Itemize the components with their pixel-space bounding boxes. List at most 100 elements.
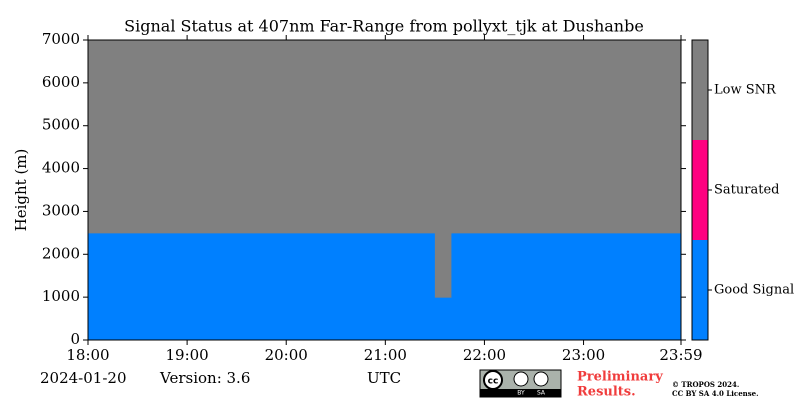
heatmap-cell — [434, 275, 452, 298]
heatmap-cell — [583, 211, 618, 234]
heatmap-cell — [88, 318, 122, 341]
heatmap-cell — [121, 211, 155, 234]
heatmap-cell — [121, 40, 155, 62]
heatmap-cell — [352, 61, 386, 84]
y-tick-label: 6000 — [42, 73, 80, 91]
heatmap-cell — [550, 147, 585, 170]
heatmap-cell — [484, 104, 518, 127]
x-tick-label: 22:00 — [463, 346, 506, 364]
heatmap-cell — [154, 318, 188, 341]
x-axis-label: UTC — [367, 369, 401, 387]
x-tick-label: 20:00 — [265, 346, 308, 364]
heatmap-cell — [550, 254, 585, 277]
heatmap-cell — [434, 168, 452, 191]
heatmap-cell — [220, 190, 254, 212]
heatmap-cell — [434, 297, 452, 320]
heatmap-cell — [319, 147, 353, 170]
y-axis-label: Height (m) — [12, 149, 30, 232]
heatmap-cell — [154, 61, 188, 84]
heatmap-cell — [649, 254, 682, 277]
x-tick-label: 23:59 — [659, 346, 702, 364]
heatmap-cell — [649, 82, 682, 105]
heatmap-cell — [352, 297, 386, 320]
heatmap-cell — [649, 104, 682, 127]
badge-sa: SA — [537, 390, 546, 397]
heatmap-cell — [418, 125, 436, 148]
heatmap-cell — [154, 40, 188, 62]
heatmap-cell — [121, 168, 155, 191]
y-tick-label: 1000 — [42, 287, 80, 305]
y-tick-label: 7000 — [42, 30, 80, 48]
heatmap-cell — [418, 82, 436, 105]
heatmap-cell — [187, 147, 221, 170]
heatmap-cell — [319, 275, 353, 298]
y-tick-label: 0 — [70, 330, 80, 348]
heatmap-cell — [154, 254, 188, 277]
chart-title: Signal Status at 407nm Far-Range from po… — [124, 17, 644, 36]
heatmap-cell — [319, 61, 353, 84]
heatmap-cell — [649, 275, 682, 298]
heatmap-cell — [484, 40, 518, 62]
heatmap-cell — [418, 190, 436, 212]
heatmap-cell — [88, 61, 122, 84]
heatmap-cell — [451, 82, 485, 105]
colorbar-segment — [692, 240, 708, 340]
heatmap-cell — [550, 232, 585, 255]
heatmap-cell — [451, 125, 485, 148]
heatmap-cell — [187, 232, 221, 255]
heatmap-cell — [319, 297, 353, 320]
heatmap-cell — [253, 61, 287, 84]
heatmap-cell — [484, 318, 518, 341]
heatmap-cell — [550, 125, 585, 148]
heatmap-cell — [187, 104, 221, 127]
heatmap-cell — [121, 275, 155, 298]
heatmap-cell — [154, 275, 188, 298]
y-tick-label: 5000 — [42, 116, 80, 134]
heatmap-cell — [286, 40, 320, 62]
y-tick-label: 4000 — [42, 159, 80, 177]
heatmap-cell — [121, 147, 155, 170]
heatmap-cell — [484, 82, 518, 105]
heatmap-cell — [517, 147, 552, 170]
heatmap-cell — [385, 40, 419, 62]
heatmap-cell — [286, 190, 320, 212]
heatmap-cell — [253, 104, 287, 127]
heatmap-cell — [154, 297, 188, 320]
heatmap-cell — [385, 104, 419, 127]
heatmap-cell — [319, 190, 353, 212]
heatmap-cell — [616, 275, 651, 298]
heatmap-cell — [583, 318, 618, 341]
heatmap-cell — [484, 190, 518, 212]
heatmap-cell — [517, 318, 552, 341]
heatmap-cell — [550, 211, 585, 234]
y-tick-label: 3000 — [42, 201, 80, 219]
heatmap-cell — [583, 168, 618, 191]
colorbar-label: Good Signal — [714, 283, 794, 298]
heatmap-cell — [517, 232, 552, 255]
heatmap-cell — [385, 125, 419, 148]
heatmap-cell — [385, 254, 419, 277]
heatmap-cell — [253, 82, 287, 105]
heatmap-cell — [517, 275, 552, 298]
heatmap-cell — [88, 40, 122, 62]
colorbar-label: Low SNR — [714, 83, 777, 98]
heatmap-cell — [649, 297, 682, 320]
heatmap-cell — [616, 297, 651, 320]
heatmap-cell — [319, 168, 353, 191]
heatmap-cell — [484, 211, 518, 234]
heatmap-cell — [154, 190, 188, 212]
heatmap-cell — [253, 190, 287, 212]
version: Version: 3.6 — [159, 369, 250, 387]
heatmap-cell — [418, 104, 436, 127]
heatmap-cell — [418, 211, 436, 234]
heatmap-cell — [154, 232, 188, 255]
heatmap-cell — [88, 275, 122, 298]
heatmap-cell — [583, 254, 618, 277]
heatmap-cell — [286, 211, 320, 234]
heatmap-cell — [550, 297, 585, 320]
heatmap-cell — [187, 40, 221, 62]
heatmap-cell — [187, 168, 221, 191]
heatmap-cell — [649, 232, 682, 255]
heatmap-cell — [451, 168, 485, 191]
heatmap-cell — [616, 190, 651, 212]
